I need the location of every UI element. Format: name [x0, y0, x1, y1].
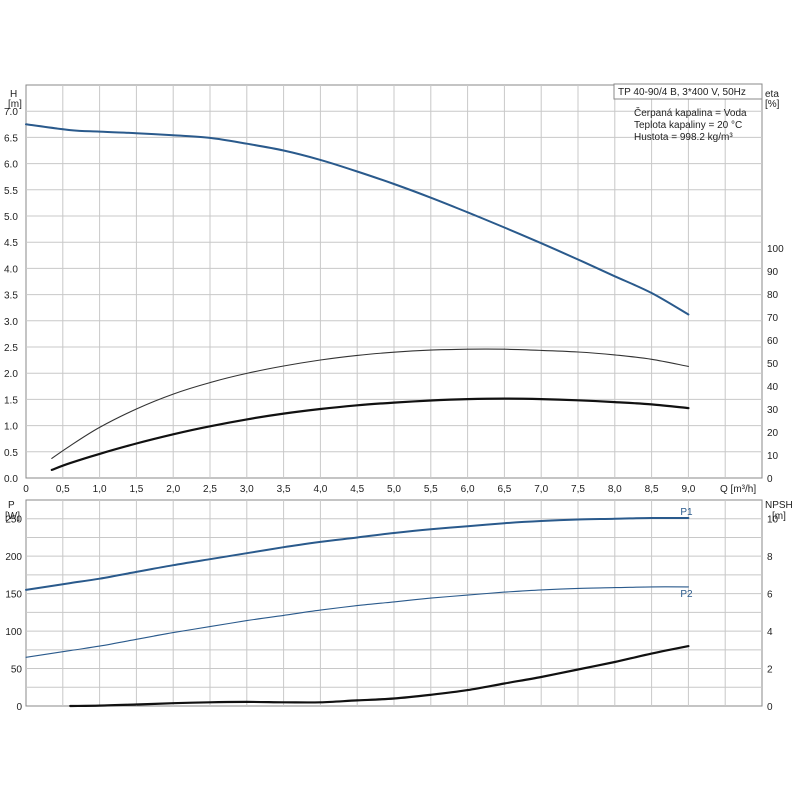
x-tick-label: 9,0	[681, 484, 695, 495]
title-box	[613, 83, 763, 100]
h-tick-label: 3.0	[4, 317, 18, 328]
x-tick-label: 1,5	[129, 484, 143, 495]
upper-right-axis-label: eta	[765, 89, 779, 100]
lower-left-axis-label: P	[8, 500, 15, 511]
series-label-p1: P1	[680, 507, 693, 518]
h-tick-label: 0.5	[4, 448, 18, 459]
npsh-tick-label: 0	[767, 702, 773, 713]
eta-tick-label: 50	[767, 359, 779, 370]
eta-tick-label: 30	[767, 405, 779, 416]
x-tick-label: 6,0	[461, 484, 475, 495]
h-tick-label: 1.5	[4, 395, 18, 406]
upper-tick-labels: 0 0,5 1,0 1,5 2,0 2,5 3,0 3,5 4,0 4,5 5,0 5,5 6,0 6,5…	[4, 107, 784, 495]
h-tick-label: 6.0	[4, 160, 18, 171]
eta-tick-label: 40	[767, 382, 779, 393]
series-label-p2: P2	[680, 589, 693, 600]
h-tick-label: 7.0	[4, 107, 18, 118]
eta-tick-label: 100	[767, 244, 784, 255]
lower-tick-labels: 0 50 100 150 200 250 0 2 4 6 8 10	[5, 515, 778, 713]
x-tick-label: 8,5	[645, 484, 659, 495]
eta-tick-label: 70	[767, 313, 779, 324]
eta-curve-thin	[51, 348, 689, 459]
npsh-tick-label: 10	[767, 515, 779, 526]
upper-right-axis-unit: [%]	[765, 99, 780, 110]
eta-tick-label: 10	[767, 451, 779, 462]
p2-curve	[25, 586, 689, 658]
p1-curve	[25, 516, 690, 591]
x-tick-label: 4,5	[350, 484, 364, 495]
upper-left-axis-label: H	[10, 89, 17, 100]
h-tick-label: 4.0	[4, 264, 18, 275]
h-tick-label: 5.5	[4, 186, 18, 197]
p-tick-label: 50	[11, 665, 23, 676]
x-tick-label: 8,0	[608, 484, 622, 495]
eta-curve-bold	[50, 397, 690, 471]
lower-right-axis-label: NPSH	[765, 500, 793, 511]
upper-left-axis-unit: [m]	[8, 99, 22, 110]
p-tick-label: 0	[16, 702, 22, 713]
x-tick-label: 4,0	[313, 484, 327, 495]
lower-right-axis-unit: [m]	[772, 511, 786, 522]
x-tick-label: 0	[23, 484, 29, 495]
x-tick-label: 7,0	[534, 484, 548, 495]
h-tick-label: 3.5	[4, 291, 18, 302]
x-tick-label: 2,5	[203, 484, 217, 495]
eta-tick-label: 90	[767, 267, 779, 278]
lower-series: P1 P2	[25, 507, 693, 708]
info-line-density: Hustota = 998.2 kg/m³	[634, 132, 733, 143]
h-tick-label: 0.0	[4, 474, 18, 485]
h-tick-label: 4.5	[4, 238, 18, 249]
x-tick-label: 2,0	[166, 484, 180, 495]
x-tick-label: 7,5	[571, 484, 585, 495]
info-line-liquid: Čerpaná kapalina = Voda	[634, 106, 747, 119]
p-tick-label: 250	[5, 515, 22, 526]
p-tick-label: 150	[5, 590, 22, 601]
x-tick-label: 3,5	[277, 484, 291, 495]
head-curve	[25, 123, 690, 316]
h-tick-label: 6.5	[4, 133, 18, 144]
x-tick-label: 0,5	[56, 484, 70, 495]
npsh-tick-label: 2	[767, 665, 773, 676]
npsh-tick-label: 6	[767, 590, 773, 601]
x-tick-label: 3,0	[240, 484, 254, 495]
eta-tick-label: 60	[767, 336, 779, 347]
x-tick-label: 5,5	[424, 484, 438, 495]
h-tick-label: 2.5	[4, 343, 18, 354]
chart-title: TP 40-90/4 B, 3*400 V, 50Hz	[618, 87, 746, 98]
eta-tick-label: 80	[767, 290, 779, 301]
npsh-tick-label: 4	[767, 627, 773, 638]
p-tick-label: 100	[5, 627, 22, 638]
x-tick-label: 6,5	[497, 484, 511, 495]
h-tick-label: 2.0	[4, 369, 18, 380]
eta-tick-label: 20	[767, 428, 779, 439]
npsh-curve	[69, 645, 690, 708]
info-line-temperature: Teplota kapaliny = 20 °C	[634, 120, 742, 131]
x-axis-label: Q [m³/h]	[720, 484, 756, 495]
x-tick-label: 1,0	[93, 484, 107, 495]
h-tick-label: 1.0	[4, 422, 18, 433]
upper-series	[25, 123, 690, 471]
p-tick-label: 200	[5, 552, 22, 563]
h-tick-label: 5.0	[4, 212, 18, 223]
lower-grid	[26, 500, 762, 706]
upper-grid	[26, 85, 762, 478]
eta-tick-label: 0	[767, 474, 773, 485]
lower-left-axis-unit: [W]	[5, 511, 20, 522]
npsh-tick-label: 8	[767, 552, 773, 563]
x-tick-label: 5,0	[387, 484, 401, 495]
